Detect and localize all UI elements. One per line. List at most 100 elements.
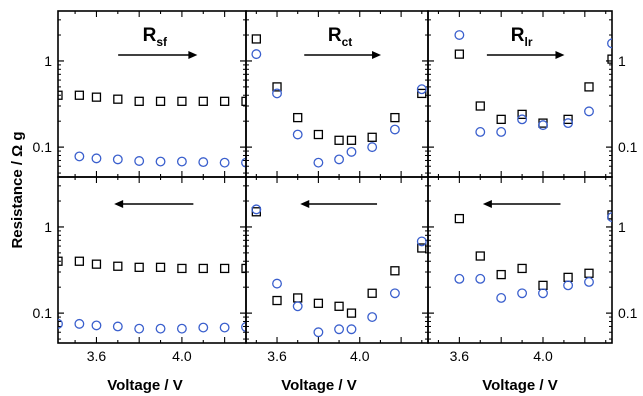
data-point-square xyxy=(241,96,246,106)
data-point-square xyxy=(58,256,63,266)
data-point-circle xyxy=(112,154,123,165)
data-point-circle xyxy=(58,318,63,329)
data-point-square xyxy=(251,34,261,44)
data-point-circle xyxy=(176,323,187,334)
data-point-circle xyxy=(416,236,427,247)
data-point-square xyxy=(454,213,465,224)
data-point-square xyxy=(198,263,208,274)
data-point-square xyxy=(134,262,144,272)
data-point-square xyxy=(496,269,506,280)
data-point-circle xyxy=(251,204,262,215)
data-point-square xyxy=(584,82,594,92)
data-point-square xyxy=(334,301,344,311)
x-tick-label: 4.0 xyxy=(533,348,553,364)
data-point-square xyxy=(74,256,85,266)
y-tick-label: 0.1 xyxy=(33,305,53,321)
data-point-square xyxy=(367,132,377,142)
data-point-square xyxy=(134,96,144,106)
data-point-circle xyxy=(538,120,548,131)
data-point-circle xyxy=(176,156,187,167)
data-point-circle xyxy=(74,318,85,329)
data-point-circle xyxy=(334,324,345,335)
x-tick-label: 3.6 xyxy=(450,348,470,364)
data-point-circle xyxy=(475,273,486,284)
data-point-square xyxy=(155,262,166,272)
data-point-square xyxy=(390,266,400,276)
panel-title: Rsf xyxy=(143,25,168,49)
data-point-circle xyxy=(563,280,574,291)
panel-frame xyxy=(427,176,613,344)
data-point-circle xyxy=(134,323,145,334)
data-point-circle xyxy=(313,327,324,338)
arrow-left-icon xyxy=(300,200,378,208)
data-point-square xyxy=(517,109,527,120)
panel-top-left: 1 0.1 Rsf xyxy=(33,10,247,178)
data-point-square xyxy=(113,261,123,271)
data-point-square xyxy=(496,114,506,125)
data-point-square xyxy=(91,259,102,269)
data-point-circle xyxy=(251,49,262,60)
series-group xyxy=(454,30,612,137)
data-point-square xyxy=(177,263,187,274)
data-point-circle xyxy=(219,157,230,168)
arrow-left-icon xyxy=(114,200,194,208)
y-tick-label: 0.1 xyxy=(618,139,638,155)
series-group xyxy=(58,256,246,334)
data-point-square xyxy=(334,135,344,145)
data-point-circle xyxy=(292,301,303,312)
data-point-square xyxy=(113,94,123,104)
data-point-circle xyxy=(313,157,324,168)
panel-frame xyxy=(245,176,429,344)
data-point-circle xyxy=(389,124,400,135)
series-group xyxy=(58,90,246,168)
data-point-circle xyxy=(198,157,209,168)
panel-frame xyxy=(57,176,247,344)
data-point-square xyxy=(563,114,573,125)
data-point-square xyxy=(241,263,246,274)
series-group xyxy=(251,204,427,338)
y-tick-label: 1 xyxy=(44,219,52,235)
data-point-circle xyxy=(584,277,594,287)
data-point-circle xyxy=(334,154,345,165)
data-point-square xyxy=(91,92,102,102)
data-point-square xyxy=(272,82,282,92)
y-axis-label: Resistance / Ω g xyxy=(9,131,26,248)
data-point-circle xyxy=(454,30,465,40)
data-point-square xyxy=(219,263,230,274)
data-point-square xyxy=(346,135,357,145)
panel-top-middle: Rct xyxy=(245,10,429,178)
arrow-right-icon xyxy=(486,51,565,59)
data-point-circle xyxy=(91,153,102,164)
data-point-circle xyxy=(454,273,465,284)
data-point-circle xyxy=(584,106,594,117)
data-point-square xyxy=(155,96,166,106)
data-point-circle xyxy=(517,288,528,299)
arrow-right-icon xyxy=(118,51,198,59)
data-point-circle xyxy=(517,114,528,125)
data-point-circle xyxy=(219,322,230,333)
data-point-circle xyxy=(112,321,123,332)
y-tick-label: 1 xyxy=(618,219,626,235)
data-point-square xyxy=(475,101,485,111)
data-point-square xyxy=(607,54,612,64)
arrow-right-icon xyxy=(304,51,382,59)
panel-top-right: 1 0.1 Rlr xyxy=(427,10,638,178)
panel-bottom-left: 1 0.1 3.6 4.0 xyxy=(33,176,247,364)
data-point-circle xyxy=(367,312,378,323)
data-point-circle xyxy=(416,84,427,95)
data-point-square xyxy=(417,88,427,99)
data-point-circle xyxy=(496,126,507,137)
data-point-square xyxy=(272,295,282,306)
panel-bottom-right: 1 0.1 3.6 4.0 xyxy=(427,176,638,364)
data-point-circle xyxy=(367,142,378,153)
data-point-circle xyxy=(346,146,357,157)
panel-bottom-middle: 3.6 4.0 xyxy=(245,176,429,364)
data-point-square xyxy=(517,263,527,274)
y-tick-label: 1 xyxy=(44,53,52,69)
data-point-circle xyxy=(389,288,400,299)
data-point-square xyxy=(367,288,377,298)
data-point-circle xyxy=(155,156,166,167)
y-tick-label: 1 xyxy=(618,53,626,69)
x-axis-label-middle: Voltage / V xyxy=(281,377,357,394)
